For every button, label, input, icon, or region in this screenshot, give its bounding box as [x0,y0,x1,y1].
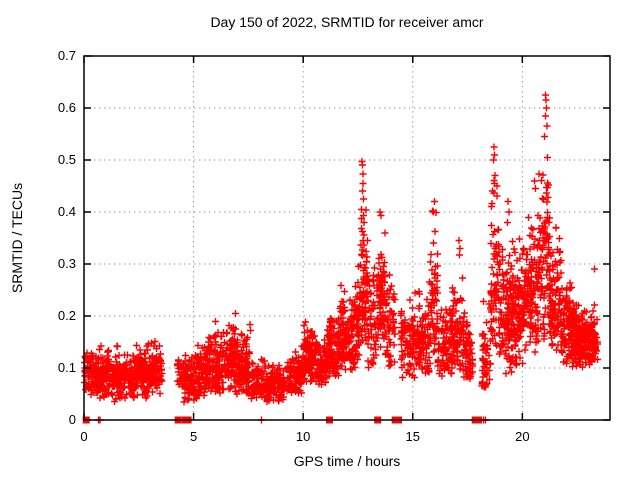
y-tick-label: 0.3 [57,256,76,271]
x-axis-label: GPS time / hours [293,453,401,469]
scatter-plus-markers [81,91,601,424]
data-layer [81,91,601,424]
chart-title: Day 150 of 2022, SRMTID for receiver amc… [210,14,484,30]
y-tick-label: 0 [68,412,76,427]
x-tick-label: 0 [80,429,88,444]
axis-layer [83,55,611,421]
x-tick-label: 10 [295,429,311,444]
x-tick-label: 20 [515,429,530,444]
y-tick-label: 0.6 [57,100,76,115]
y-tick-label: 0.7 [57,48,76,63]
x-tick-label: 5 [189,429,198,444]
y-tick-label: 0.2 [57,308,76,323]
y-tick-label: 0.4 [57,204,76,219]
y-tick-label: 0.5 [57,152,76,167]
x-tick-label: 15 [405,429,420,444]
axis-tick-marks [83,55,610,421]
y-tick-label: 0.1 [57,360,76,375]
plot-border [83,55,611,421]
